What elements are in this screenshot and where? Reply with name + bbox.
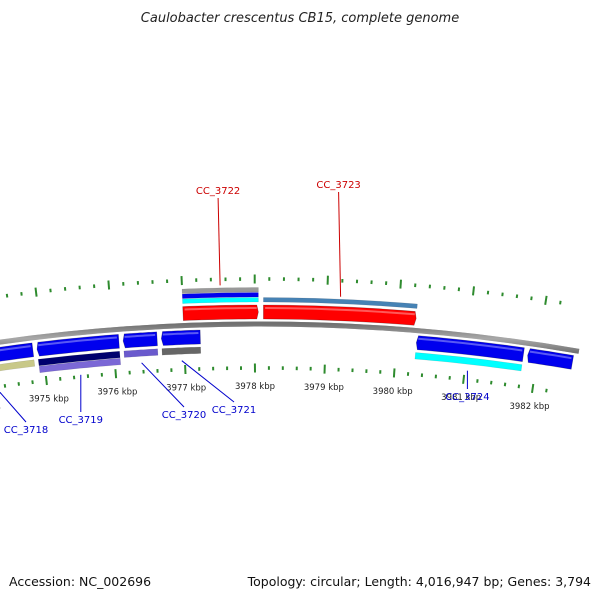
upper-tick-mark: [472, 286, 475, 296]
lower-tick-mark: [3, 383, 7, 388]
feature-track: [0, 359, 36, 372]
gene-highlight: [0, 345, 31, 352]
tick-label: 3975 kbp: [29, 394, 69, 404]
feature-track: [263, 297, 418, 309]
gene-leader-line: [338, 191, 342, 297]
feature-track: [182, 297, 259, 304]
gene-label-CC_3719[interactable]: CC_3719: [59, 415, 103, 426]
gene-highlight: [162, 332, 199, 336]
gene-arrow-CC_3721[interactable]: [160, 329, 201, 346]
gene-highlight: [184, 307, 257, 311]
lower-tick-mark: [503, 382, 507, 387]
gene-highlight: [38, 336, 117, 347]
label-layer: CC_3718 CC_3719 CC_3720 CC_3721 CC_3722 CC_37…: [0, 180, 490, 436]
tick-label: 3981 kbp: [441, 393, 481, 403]
lower-tick-mark: [392, 368, 396, 378]
tick-layer: 3974 kbp 3975 kbp 3976 kbp 3977 kbp 3978 kbp…: [0, 274, 562, 414]
gene-label-CC_3723[interactable]: CC_3723: [316, 180, 360, 191]
upper-tick-mark: [559, 300, 562, 305]
gene-highlight: [124, 333, 156, 338]
gene-arrow-CC_3722[interactable]: [182, 304, 259, 321]
map-title: Caulobacter crescentus CB15, complete ge…: [141, 11, 459, 26]
tick-label: 3974 kbp: [0, 404, 1, 414]
lower-tick-mark: [462, 374, 466, 384]
gene-label-CC_3720[interactable]: CC_3720: [162, 410, 206, 421]
lower-tick-mark: [531, 383, 535, 394]
gene-highlight: [418, 337, 523, 352]
gene-arrow-partial[interactable]: [527, 348, 574, 370]
lower-tick-mark: [17, 382, 20, 386]
upper-tick-mark: [5, 293, 9, 298]
gene-leader-line: [0, 391, 27, 423]
feature-track: [37, 351, 121, 367]
tick-label: 3977 kbp: [166, 384, 206, 394]
feature-track: [38, 358, 121, 373]
gene-label-CC_3724[interactable]: CC_3724: [445, 392, 489, 403]
feature-track: [414, 352, 523, 372]
feature-track: [161, 346, 202, 356]
lower-tick-mark: [490, 380, 493, 385]
gene-arrow-CC_3724[interactable]: [415, 335, 525, 362]
gene-leader-line: [181, 360, 235, 403]
backbone-layer: [0, 321, 580, 354]
lower-tick-mark: [114, 369, 118, 379]
upper-tick-mark: [530, 296, 533, 301]
tick-label: 3978 kbp: [235, 382, 275, 392]
gene-leader-line: [141, 362, 185, 408]
gene-layer: [0, 287, 574, 373]
upper-tick-mark: [107, 280, 111, 290]
upper-tick-mark: [544, 295, 548, 305]
feature-track: [181, 292, 259, 299]
lower-tick-mark: [31, 380, 34, 385]
lower-tick-mark: [545, 388, 548, 393]
upper-tick-mark: [515, 294, 519, 299]
tick-label: 3980 kbp: [373, 387, 413, 397]
gene-arrow-CC_3723[interactable]: [263, 304, 417, 326]
upper-tick-mark: [399, 279, 402, 289]
gene-highlight: [265, 307, 415, 316]
gene-arrow-CC_3720[interactable]: [122, 331, 158, 349]
lower-tick-mark: [517, 384, 521, 389]
genome-summary-text: Topology: circular; Length: 4,016,947 bp…: [247, 574, 591, 589]
tick-label: 3976 kbp: [97, 388, 137, 398]
feature-track: [123, 348, 159, 358]
accession-text: Accession: NC_002696: [9, 574, 151, 589]
tick-label: 3982 kbp: [509, 402, 549, 412]
upper-tick-mark: [34, 287, 38, 297]
feature-track: [181, 287, 259, 294]
lower-tick-mark: [44, 375, 48, 386]
gene-highlight: [529, 350, 572, 360]
tick-label: 3979 kbp: [304, 383, 344, 393]
genome-backbone-shade: [0, 321, 580, 354]
gene-leader-line: [217, 197, 221, 286]
gene-arrow-CC_3719[interactable]: [36, 334, 120, 357]
gene-label-CC_3718[interactable]: CC_3718: [4, 425, 48, 436]
gene-label-CC_3721[interactable]: CC_3721: [212, 405, 256, 416]
gene-label-CC_3722[interactable]: CC_3722: [196, 186, 240, 197]
gene-arrow-CC_3718[interactable]: [0, 342, 35, 371]
